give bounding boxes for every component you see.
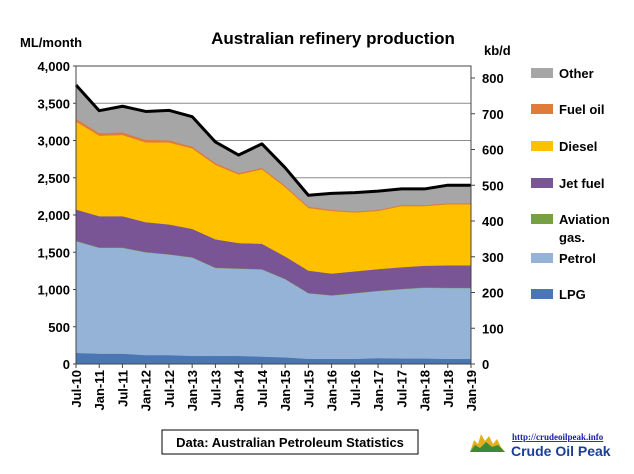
legend-swatch-petrol (531, 253, 553, 263)
y2-axis-ticks: 800 700 600 500 400 300 200 100 0 (471, 71, 504, 372)
x-tick-label: Jul-18 (441, 370, 456, 408)
x-tick-label: Jan-13 (185, 370, 200, 411)
legend-swatch-diesel (531, 141, 553, 151)
y-axis-label: ML/month (20, 35, 82, 50)
legend-swatch-jet-fuel (531, 178, 553, 188)
crude-oil-peak-logo: http://crudeoilpeak.info Crude Oil Peak (470, 432, 611, 459)
x-tick-label: Jan-11 (92, 370, 107, 410)
y2-tick-label: 500 (482, 178, 504, 193)
x-tick-label: Jul-12 (162, 370, 177, 408)
legend-label-diesel: Diesel (559, 139, 597, 154)
y2-tick-label: 700 (482, 107, 504, 122)
y-tick-label: 4,000 (37, 59, 70, 74)
legend-swatch-fuel-oil (531, 104, 553, 114)
y2-tick-label: 600 (482, 143, 504, 158)
x-tick-label: Jan-18 (418, 370, 433, 411)
x-tick-label: Jan-19 (464, 370, 479, 411)
y-tick-label: 500 (48, 320, 70, 335)
legend-label-other: Other (559, 66, 594, 81)
x-axis-ticks: Jul-10 Jan-11 Jul-11 Jan-12 Jul-12 Jan-13 Jul-… (69, 364, 479, 411)
y-tick-label: 1,500 (37, 245, 70, 260)
logo-url[interactable]: http://crudeoilpeak.info (512, 432, 604, 442)
legend-swatch-other (531, 68, 553, 78)
x-tick-label: Jan-16 (325, 370, 340, 411)
x-tick-label: Jan-14 (232, 369, 247, 411)
y2-tick-label: 0 (482, 357, 489, 372)
total-line (74, 83, 471, 197)
x-tick-label: Jul-17 (394, 370, 409, 408)
x-tick-label: Jan-17 (371, 370, 386, 411)
y-tick-label: 3,500 (37, 96, 70, 111)
legend-label-lpg: LPG (559, 287, 586, 302)
y-tick-label: 3,000 (37, 134, 70, 149)
y-tick-label: 1,000 (37, 283, 70, 298)
y-tick-label: 2,000 (37, 208, 70, 223)
legend-label-aviation-gas: Aviation gas. (559, 212, 610, 245)
logo-hill-icon (470, 442, 505, 452)
y2-axis-label: kb/d (484, 43, 511, 58)
stacked-areas (75, 84, 472, 365)
y-tick-label: 0 (63, 357, 70, 372)
logo-name: Crude Oil Peak (511, 443, 611, 459)
y-tick-label: 2,500 (37, 171, 70, 186)
source-note: Data: Australian Petroleum Statistics (176, 435, 404, 450)
y2-tick-label: 200 (482, 286, 504, 301)
y2-tick-label: 100 (482, 321, 504, 336)
total-series-line (74, 83, 471, 197)
source-box (161, 429, 419, 455)
legend-swatch-aviation-gas (531, 214, 553, 224)
y-axis-ticks: 4,000 3,500 3,000 2,500 2,000 1,500 1,000 500 0 (37, 59, 76, 372)
x-tick-label: Jul-13 (208, 370, 223, 408)
x-tick-label: Jul-10 (69, 370, 84, 408)
x-tick-label: Jan-12 (139, 370, 154, 411)
legend-swatch-lpg (531, 289, 553, 299)
x-tick-label: Jul-11 (115, 370, 130, 407)
legend-label-jet-fuel: Jet fuel (559, 176, 605, 191)
chart-title: Australian refinery production (211, 29, 455, 48)
x-tick-label: Jul-15 (301, 370, 316, 408)
x-tick-label: Jan-15 (278, 370, 293, 411)
legend-label-fuel-oil: Fuel oil (559, 102, 605, 117)
x-tick-label: Jul-16 (348, 370, 363, 408)
legend: Other Fuel oil Diesel Jet fuel Aviation gas. P… (531, 66, 610, 302)
y2-tick-label: 400 (482, 214, 504, 229)
legend-label-petrol: Petrol (559, 251, 596, 266)
y2-tick-label: 300 (482, 250, 504, 265)
y2-tick-label: 800 (482, 71, 504, 86)
x-tick-label: Jul-14 (255, 369, 270, 407)
